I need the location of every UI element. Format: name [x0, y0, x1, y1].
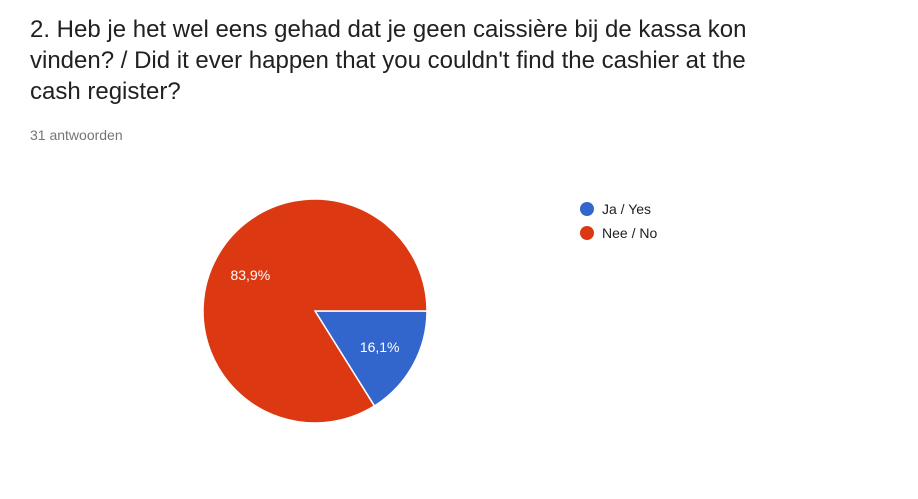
legend-swatch	[580, 226, 594, 240]
chart-legend: Ja / Yes Nee / No	[580, 197, 657, 245]
legend-item-no[interactable]: Nee / No	[580, 221, 657, 245]
question-title: 2. Heb je het wel eens gehad dat je geen…	[30, 16, 747, 105]
legend-label: Ja / Yes	[602, 201, 652, 217]
legend-swatch	[580, 202, 594, 216]
legend-label: Nee / No	[602, 225, 658, 241]
slice-label-yes: 16,1%	[360, 339, 400, 355]
pie-slice-yes[interactable]	[313, 310, 428, 407]
legend-item-yes[interactable]: Ja / Yes	[580, 197, 657, 221]
pie-slice-no[interactable]	[202, 198, 428, 424]
response-count: 31 antwoorden	[30, 127, 123, 143]
slice-label-no: 83,9%	[230, 267, 270, 283]
